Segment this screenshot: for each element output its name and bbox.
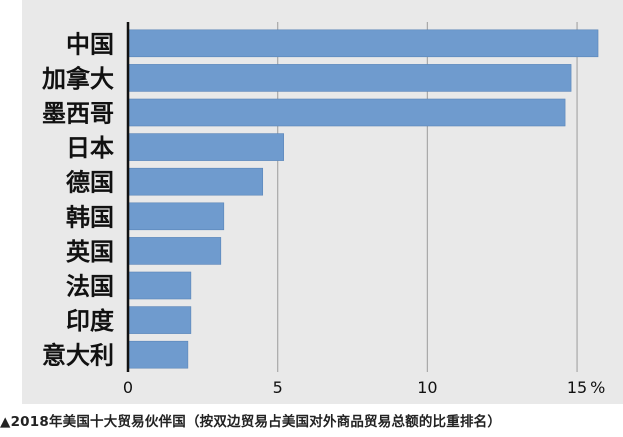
x-axis-unit: % (590, 378, 605, 397)
bar-2 (127, 64, 572, 92)
bar-3 (127, 98, 566, 127)
bar-7 (127, 237, 222, 265)
category-label-2: 加拿大 (42, 65, 114, 93)
x-tick-label-15: 15 (567, 378, 587, 397)
bar-5 (127, 167, 264, 196)
bar-4 (127, 133, 284, 161)
bar-1 (127, 29, 599, 58)
bar-8 (127, 271, 192, 300)
x-tick-label-0: 0 (123, 378, 133, 397)
category-label-8: 法国 (66, 273, 114, 301)
chart-panel: 中国加拿大墨西哥日本德国韩国英国法国印度意大利 0 5 10 15% (22, 0, 623, 404)
bars (127, 29, 599, 369)
bar-9 (127, 306, 192, 334)
category-label-9: 印度 (66, 307, 115, 335)
category-label-10: 意大利 (42, 342, 114, 370)
category-label-1: 中国 (66, 30, 114, 58)
x-tick-labels: 0 5 10 15% (123, 378, 605, 397)
x-tick-label-10: 10 (417, 378, 437, 397)
category-label-6: 韩国 (66, 203, 114, 231)
category-label-3: 墨西哥 (42, 100, 114, 128)
category-label-4: 日本 (66, 134, 114, 162)
chart-caption: ▲2018年美国十大贸易伙伴国（按双边贸易占美国对外商品贸易总额的比重排名） (0, 414, 502, 430)
category-label-7: 英国 (66, 238, 114, 266)
category-label-5: 德国 (66, 169, 114, 197)
x-tick-label-5: 5 (273, 378, 283, 397)
bar-6 (127, 202, 225, 231)
bar-10 (127, 340, 189, 369)
